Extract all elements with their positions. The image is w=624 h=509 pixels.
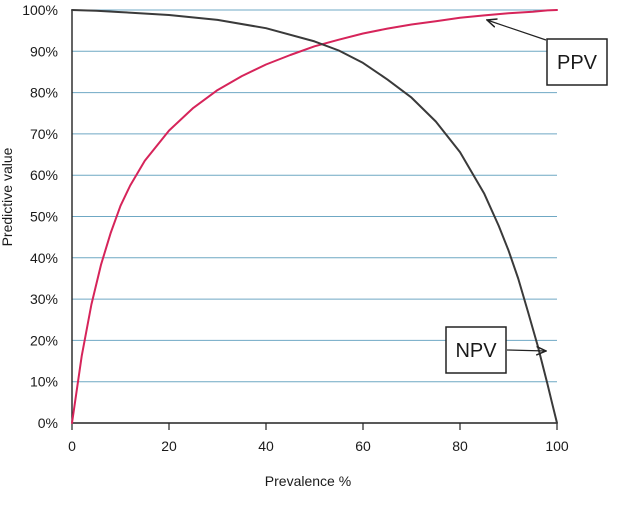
y-tick-label: 20% xyxy=(30,332,58,348)
y-tick-label: 50% xyxy=(30,209,58,225)
npv-callout-box xyxy=(445,326,507,374)
y-tick-label: 0% xyxy=(38,415,58,431)
x-tick-label: 40 xyxy=(258,438,274,454)
y-axis-title: Predictive value xyxy=(0,147,15,246)
x-tick-label: 0 xyxy=(68,438,76,454)
x-tick-label: 60 xyxy=(355,438,371,454)
y-tick-label: 70% xyxy=(30,126,58,142)
grid-lines xyxy=(72,9,557,383)
y-tick-label: 80% xyxy=(30,85,58,101)
ppv-callout-box xyxy=(546,38,608,86)
x-tick-label: 80 xyxy=(452,438,468,454)
series-lines xyxy=(71,9,558,424)
y-tick-labels: 0% 10% 20% 30% 40% 50% 60% 70% 80% 90% 100% xyxy=(22,2,58,431)
ppv-callout: PPV xyxy=(487,20,608,86)
npv-callout: NPV xyxy=(445,326,546,374)
x-tick-label: 100 xyxy=(545,438,569,454)
y-tick-label: 60% xyxy=(30,167,58,183)
y-tick-label: 40% xyxy=(30,250,58,266)
x-tick-label: 20 xyxy=(161,438,177,454)
y-tick-label: 10% xyxy=(30,374,58,390)
y-tick-label: 30% xyxy=(30,291,58,307)
series-line-ppv xyxy=(71,9,558,424)
series-line-npv xyxy=(71,9,558,424)
y-tick-label: 90% xyxy=(30,43,58,59)
axes xyxy=(71,10,558,430)
ppv-callout-label: PPV xyxy=(557,52,598,74)
npv-callout-arrow xyxy=(506,350,546,351)
y-tick-label: 100% xyxy=(22,2,58,18)
x-axis-title: Prevalence % xyxy=(265,473,351,489)
ppv-callout-arrow xyxy=(487,20,547,41)
x-tick-labels: 0 20 40 60 80 100 xyxy=(68,438,569,454)
npv-callout-label: NPV xyxy=(455,340,497,362)
